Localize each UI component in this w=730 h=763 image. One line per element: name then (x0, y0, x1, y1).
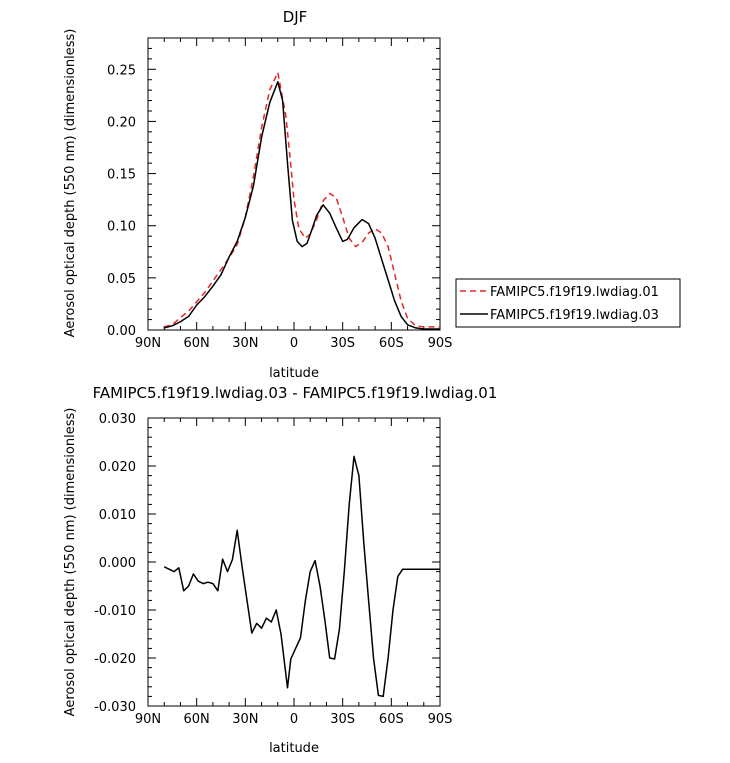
y-tick-label: 0.030 (99, 412, 136, 427)
bottom-panel: FAMIPC5.f19f19.lwdiag.03 - FAMIPC5.f19f1… (63, 384, 497, 756)
legend-label-series-1: FAMIPC5.f19f19.lwdiag.01 (490, 285, 659, 300)
legend-box (455, 278, 681, 328)
x-tick-label: 60N (184, 336, 210, 351)
x-tick-label: 0 (290, 336, 298, 351)
y-tick-label: 0.010 (99, 508, 136, 523)
top-y-axis-label: Aerosol optical depth (550 nm) (dimensio… (63, 29, 78, 338)
top-chart-title: DJF (283, 8, 308, 26)
y-tick-label: 0.25 (107, 63, 136, 78)
legend: FAMIPC5.f19f19.lwdiag.01 FAMIPC5.f19f19.… (455, 278, 681, 328)
bottom-chart-title: FAMIPC5.f19f19.lwdiag.03 - FAMIPC5.f19f1… (93, 384, 498, 402)
x-tick-label: 60S (379, 712, 404, 727)
top-series-lines (164, 71, 440, 330)
top-plot-frame (147, 37, 441, 331)
y-tick-label: -0.010 (94, 604, 136, 619)
y-tick-label: -0.030 (94, 700, 136, 715)
x-tick-label: 30S (330, 336, 355, 351)
y-tick-label: 0.00 (107, 324, 136, 339)
x-tick-label: 0 (290, 712, 298, 727)
bottom-x-axis-label: latitude (269, 741, 319, 756)
y-tick-label: 0.10 (107, 220, 136, 235)
x-tick-label: 30N (232, 336, 258, 351)
top-axis-ticks: 90N 60N 30N 0 30S 60S 90S 0.00 0.05 0.10 0.15 0.20 0… (107, 37, 453, 351)
top-panel: DJF 90N 60N 30N 0 30S 60S 90S 0.00 0.05 0.10 0.15 0… (63, 8, 452, 381)
x-tick-label: 90S (428, 712, 453, 727)
series-line-2 (164, 81, 440, 330)
y-tick-label: 0.15 (107, 168, 136, 183)
series-line-1 (163, 455, 440, 698)
bottom-series-lines (163, 455, 440, 698)
y-tick-label: 0.20 (107, 115, 136, 130)
bottom-y-axis-label: Aerosol optical depth (550 nm) (dimensio… (63, 408, 78, 717)
top-x-axis-label: latitude (269, 366, 319, 381)
x-tick-label: 60S (379, 336, 404, 351)
legend-label-series-2: FAMIPC5.f19f19.lwdiag.03 (490, 308, 659, 323)
x-tick-label: 90N (135, 712, 161, 727)
x-tick-label: 90S (428, 336, 453, 351)
x-tick-label: 30S (330, 712, 355, 727)
x-tick-label: 30N (232, 712, 258, 727)
series-line-1 (164, 71, 440, 328)
bottom-axis-ticks: 90N 60N 30N 0 30S 60S 90S -0.030 -0.020 -0.010 0.0… (94, 412, 452, 727)
y-tick-label: 0.05 (107, 272, 136, 287)
x-tick-label: 60N (184, 712, 210, 727)
y-tick-label: 0.000 (99, 556, 136, 571)
y-tick-label: -0.020 (94, 652, 136, 667)
x-tick-label: 90N (135, 336, 161, 351)
bottom-plot-frame (147, 417, 441, 707)
y-tick-label: 0.020 (99, 460, 136, 475)
